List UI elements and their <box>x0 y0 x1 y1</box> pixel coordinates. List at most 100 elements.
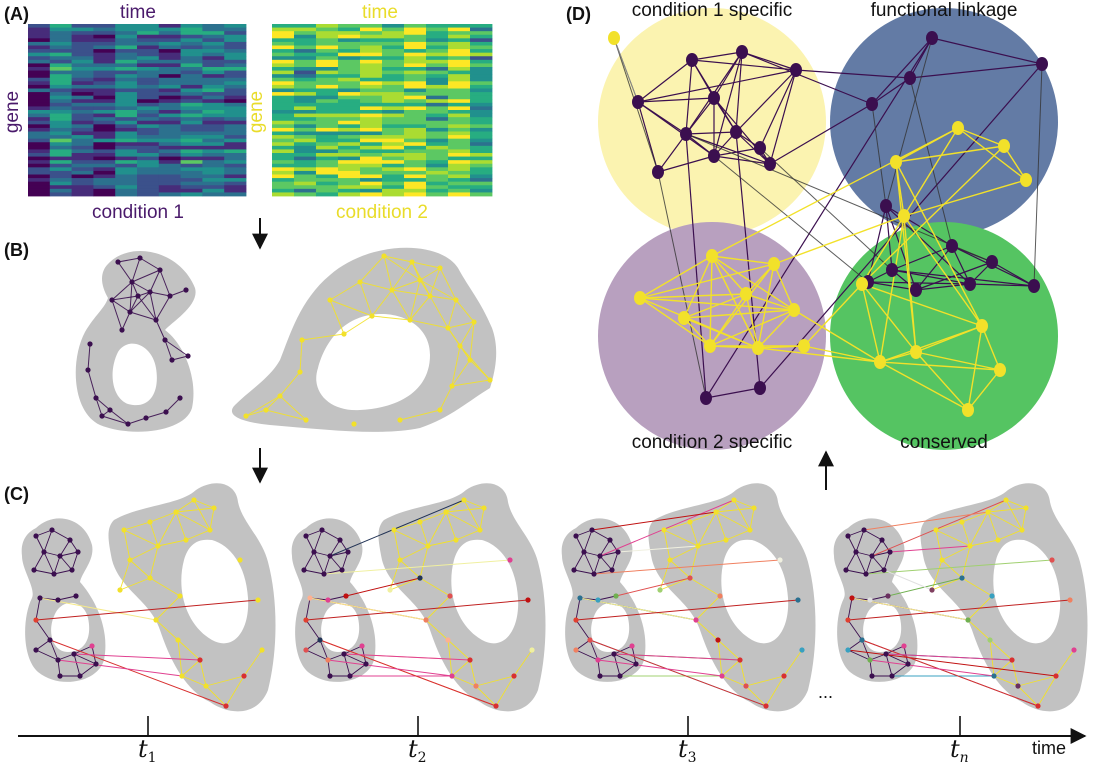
heatmap-cell <box>272 81 295 86</box>
heatmap-cell <box>316 142 339 147</box>
snapshot-edge <box>155 619 179 641</box>
heatmap-cell <box>294 188 317 193</box>
network-b2-edge <box>391 279 421 291</box>
snapshot-edge <box>177 639 201 661</box>
heatmap-cell <box>382 185 405 190</box>
snapshot-edge <box>129 559 151 579</box>
module-node <box>998 139 1010 153</box>
heatmap-cell <box>180 63 203 68</box>
snapshot-edge <box>931 577 963 591</box>
heatmap-cell <box>49 81 72 86</box>
heatmap-cell <box>93 52 116 57</box>
network-b1-node <box>129 279 135 285</box>
heatmap-cell <box>448 24 471 28</box>
snapshot-node <box>417 519 423 525</box>
snapshot-node <box>55 597 61 603</box>
snapshot-edge <box>185 529 211 541</box>
heatmap-cell <box>316 160 339 165</box>
network-b2-edge <box>439 267 457 301</box>
module-edge <box>711 255 759 349</box>
heatmap-cell <box>272 67 295 71</box>
module-node <box>706 249 718 263</box>
snapshot-node <box>191 497 197 503</box>
network-b1-edge <box>171 355 189 361</box>
heatmap-cell <box>49 34 72 39</box>
module-node <box>608 31 620 45</box>
snapshot-edge <box>343 645 363 655</box>
heatmap-cell <box>115 167 138 172</box>
heatmap-cell <box>49 153 72 157</box>
heatmap-cell <box>338 24 361 28</box>
snapshot-edge <box>303 569 325 575</box>
heatmap-cell <box>28 135 51 140</box>
heatmap-cell <box>93 170 116 175</box>
snapshot-node <box>591 571 597 577</box>
module-edge <box>879 361 969 411</box>
heatmap-left-gene-label: gene <box>2 91 23 133</box>
network-b2-edge <box>419 279 431 297</box>
snapshot-cross-link <box>861 639 1039 707</box>
module-node <box>708 149 720 163</box>
heatmap-cell <box>224 192 247 197</box>
heatmap-cell <box>28 24 51 28</box>
snapshot-node <box>493 703 499 709</box>
snapshot-edge <box>599 555 613 571</box>
heatmap-cell <box>71 45 94 50</box>
snapshot-cross-link <box>57 659 183 677</box>
heatmap-cell <box>316 92 339 97</box>
heatmap-cell <box>360 70 383 75</box>
snapshot-edge <box>445 511 481 531</box>
network-b2-edge <box>409 319 449 329</box>
snapshot-node <box>449 673 455 679</box>
heatmap-cell <box>426 167 449 172</box>
snapshot-edge <box>847 649 871 661</box>
network-b1-edge <box>101 415 129 425</box>
snapshot-node <box>777 557 783 563</box>
heatmap-cell <box>272 156 295 161</box>
timeline-tick-subscript: 3 <box>688 750 697 764</box>
snapshot-edge <box>1037 675 1057 707</box>
heatmap-cell <box>115 63 138 68</box>
heatmap-cell <box>28 110 51 114</box>
heatmap-cell <box>202 117 225 122</box>
network-b1-node <box>137 255 143 261</box>
heatmap-cell <box>49 167 72 172</box>
heatmap-cell <box>470 27 493 32</box>
network-b2-edge <box>411 261 421 281</box>
heatmap-cell <box>49 188 72 193</box>
heatmap-cell <box>382 192 405 197</box>
heatmap-cell <box>224 170 247 175</box>
network-b1-edge <box>137 295 157 321</box>
heatmap-cell <box>382 113 405 118</box>
snapshot-node <box>1003 497 1009 503</box>
heatmap-cell <box>272 188 295 193</box>
heatmap-cell <box>49 113 72 118</box>
heatmap-cell <box>49 138 72 143</box>
module-edge <box>685 133 993 263</box>
snapshot-edge <box>855 529 865 553</box>
snapshot-edge <box>35 619 51 641</box>
heatmap-cell <box>49 63 72 68</box>
heatmap-cell <box>316 181 339 186</box>
network-b1-edge <box>131 269 161 283</box>
heatmap-cell <box>316 49 339 54</box>
heatmap-cell <box>180 153 203 157</box>
snapshot-edge <box>1011 659 1019 687</box>
module-edge <box>639 297 711 347</box>
snapshot-edge <box>593 555 601 575</box>
heatmap-cell <box>316 106 339 111</box>
heatmap-cell <box>93 174 116 179</box>
heatmap-cell <box>93 67 116 71</box>
heatmap-cell <box>49 56 72 61</box>
heatmap-cell <box>137 174 160 179</box>
heatmap-cell <box>71 88 94 93</box>
snapshot-node <box>849 595 855 601</box>
heatmap-cell <box>49 24 72 28</box>
snapshot-node <box>881 567 887 573</box>
snapshot-edge <box>689 545 699 579</box>
snapshot-edge <box>205 675 245 687</box>
heatmap-cell <box>470 95 493 100</box>
snapshot-node <box>77 673 83 679</box>
snapshot-node <box>1019 527 1025 533</box>
snapshot-node <box>781 673 787 679</box>
